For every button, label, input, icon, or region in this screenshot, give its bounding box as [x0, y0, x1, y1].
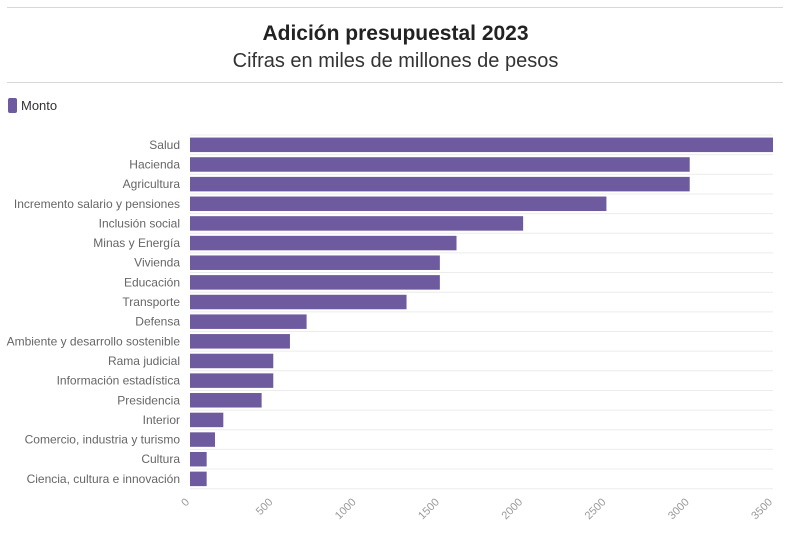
bar[interactable]	[190, 157, 690, 172]
category-label: Cultura	[141, 452, 180, 466]
bar[interactable]	[190, 412, 224, 428]
category-label: Agricultura	[123, 177, 181, 191]
bar[interactable]	[190, 353, 274, 369]
x-tick-label: 1000	[333, 496, 359, 522]
bar[interactable]	[190, 294, 407, 310]
category-label: Defensa	[135, 315, 180, 329]
category-label: Hacienda	[129, 157, 180, 171]
category-label: Vivienda	[134, 256, 180, 270]
bar[interactable]	[190, 432, 215, 447]
x-tick-label: 2000	[499, 496, 525, 522]
category-label: Rama judicial	[108, 354, 180, 368]
x-tick-label: 3500	[749, 496, 775, 522]
bar[interactable]	[190, 275, 440, 290]
category-label: Incremento salario y pensiones	[14, 197, 180, 211]
bar[interactable]	[190, 255, 440, 270]
legend-swatch	[8, 98, 17, 113]
category-label: Información estadística	[57, 374, 181, 388]
category-label: Ambiente y desarrollo sostenible	[7, 334, 181, 348]
bar[interactable]	[190, 334, 290, 349]
bar[interactable]	[190, 216, 524, 231]
category-label: Transporte	[122, 295, 180, 309]
category-label: Inclusión social	[99, 216, 180, 230]
category-label: Salud	[149, 138, 180, 152]
bar[interactable]	[190, 314, 307, 329]
legend-label: Monto	[21, 98, 58, 113]
bar[interactable]	[190, 451, 207, 467]
header-divider	[7, 82, 783, 83]
category-label: Presidencia	[117, 393, 180, 407]
x-tick-label: 1500	[416, 496, 442, 522]
category-label: Interior	[143, 413, 180, 427]
category-label: Comercio, industria y turismo	[25, 433, 181, 447]
bar[interactable]	[190, 373, 274, 388]
x-tick-label: 0	[179, 496, 192, 509]
chart-subtitle: Cifras en miles de millones de pesos	[232, 50, 559, 72]
chart-title: Adición presupuestal 2023	[262, 22, 529, 45]
legend[interactable]: Monto	[8, 98, 57, 113]
category-label: Educación	[124, 275, 180, 289]
bar[interactable]	[190, 393, 262, 408]
bar[interactable]	[190, 137, 773, 153]
bar[interactable]	[190, 196, 607, 212]
bar[interactable]	[190, 471, 207, 487]
x-tick-label: 3000	[666, 496, 692, 522]
bar[interactable]	[190, 176, 690, 192]
top-divider	[7, 7, 783, 8]
category-label: Ciencia, cultura e innovación	[27, 472, 180, 486]
x-tick-label: 2500	[583, 496, 609, 522]
x-tick-label: 500	[254, 496, 275, 517]
category-label: Minas y Energía	[93, 236, 180, 250]
bar[interactable]	[190, 235, 457, 251]
